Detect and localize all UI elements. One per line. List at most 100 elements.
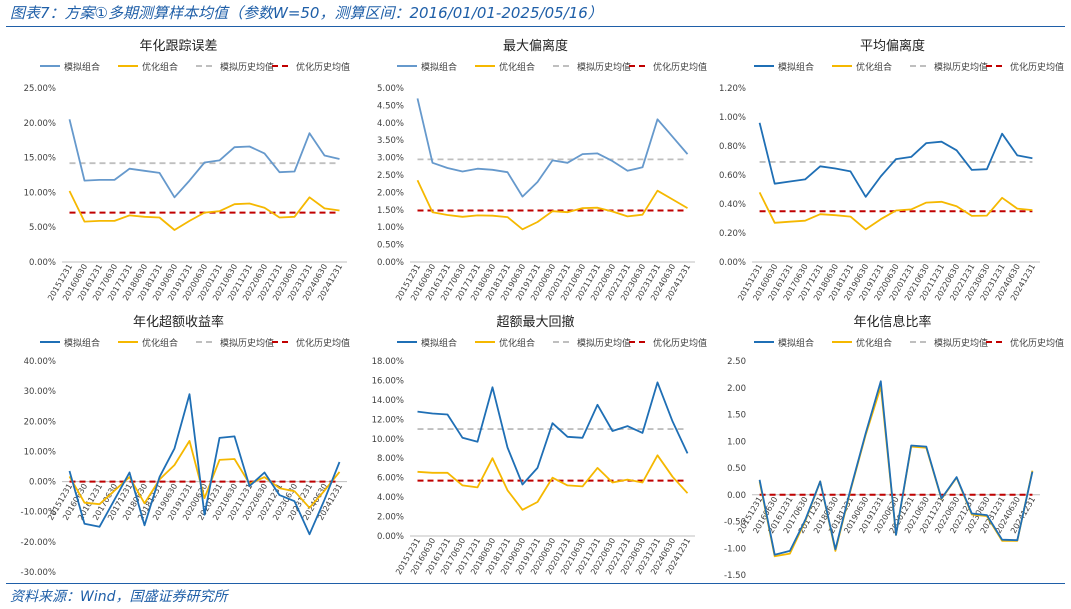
y-tick-label: 12.00% xyxy=(372,415,404,425)
y-tick-label: 10.00% xyxy=(24,447,56,457)
legend-label: 模拟历史均值 xyxy=(934,61,988,73)
legend-label: 优化组合 xyxy=(856,337,892,349)
legend-label: 模拟组合 xyxy=(64,337,100,349)
legend-label: 优化历史均值 xyxy=(653,337,707,349)
legend-label: 模拟组合 xyxy=(421,337,457,349)
legend-label: 模拟组合 xyxy=(421,61,457,73)
y-tick-label: 5.00% xyxy=(377,84,404,94)
legend-label: 优化历史均值 xyxy=(296,61,350,73)
y-tick-label: 0.00% xyxy=(29,258,56,268)
legend-label: 优化历史均值 xyxy=(653,61,707,73)
title-divider xyxy=(6,26,1065,27)
y-tick-label: 0.00% xyxy=(29,478,56,488)
legend-label: 优化组合 xyxy=(142,61,178,73)
y-tick-label: -30.00% xyxy=(21,568,56,578)
y-tick-label: 4.00% xyxy=(377,493,404,503)
y-tick-label: 16.00% xyxy=(372,376,404,386)
y-tick-label: 2.50% xyxy=(377,171,404,181)
y-tick-label: 4.50% xyxy=(377,101,404,111)
y-tick-label: 1.00 xyxy=(727,437,746,447)
legend-label: 模拟历史均值 xyxy=(220,337,274,349)
y-tick-label: 25.00% xyxy=(24,84,56,94)
y-tick-label: 10.00% xyxy=(24,188,56,198)
y-tick-label: 0.20% xyxy=(719,229,746,239)
y-tick-label: 40.00% xyxy=(24,357,56,367)
y-tick-label: 6.00% xyxy=(377,474,404,484)
y-tick-label: 1.50% xyxy=(377,206,404,216)
y-tick-label: 5.00% xyxy=(29,223,56,233)
legend-label: 模拟组合 xyxy=(64,61,100,73)
sim-series-line xyxy=(758,122,1033,198)
y-tick-label: 20.00% xyxy=(24,119,56,129)
legend-label: 模拟组合 xyxy=(778,337,814,349)
chart-title: 年化跟踪误差 xyxy=(139,39,217,54)
y-tick-label: 0.40% xyxy=(719,200,746,210)
sim-series-line xyxy=(68,119,340,199)
opt-series-line xyxy=(68,439,341,509)
y-tick-label: 1.00% xyxy=(719,113,746,123)
legend-label: 优化历史均值 xyxy=(1010,337,1064,349)
y-tick-label: 2.50 xyxy=(727,357,746,367)
y-tick-label: 20.00% xyxy=(24,417,56,427)
chart-title: 年化超额收益率 xyxy=(133,314,224,330)
y-tick-label: 8.00% xyxy=(377,454,404,464)
legend-label: 优化组合 xyxy=(499,61,535,73)
y-tick-label: 4.00% xyxy=(377,119,404,129)
sim-series-line xyxy=(416,98,689,198)
y-tick-label: 1.20% xyxy=(719,84,746,94)
sim-series-line xyxy=(68,393,341,536)
y-tick-label: -1.50 xyxy=(724,571,746,581)
y-tick-label: 1.50 xyxy=(727,411,746,421)
y-tick-label: 0.60% xyxy=(719,171,746,181)
y-tick-label: 2.00% xyxy=(377,513,404,523)
sim-series-line xyxy=(417,381,689,486)
footer-divider xyxy=(6,583,1065,584)
legend-label: 优化组合 xyxy=(856,61,892,73)
y-tick-label: -10.00% xyxy=(21,508,56,518)
y-tick-label: -0.50 xyxy=(724,518,746,528)
legend-label: 模拟历史均值 xyxy=(934,337,988,349)
y-tick-label: 2.00 xyxy=(727,384,746,394)
y-tick-label: 0.00% xyxy=(719,258,746,268)
legend-label: 模拟历史均值 xyxy=(220,61,274,73)
y-tick-label: 0.50% xyxy=(377,241,404,251)
y-tick-label: 18.00% xyxy=(372,357,404,367)
y-tick-label: 15.00% xyxy=(24,154,56,164)
legend-label: 优化历史均值 xyxy=(296,337,350,349)
y-tick-label: 0.00% xyxy=(377,258,404,268)
opt-series-line xyxy=(68,190,340,231)
legend-label: 模拟组合 xyxy=(778,61,814,73)
legend-label: 优化组合 xyxy=(499,337,535,349)
legend-label: 优化组合 xyxy=(142,337,178,349)
y-tick-label: 2.00% xyxy=(377,188,404,198)
sim-series-line xyxy=(758,380,1034,556)
figure-title: 图表7：方案①多期测算样本均值（参数W=50，测算区间：2016/01/01-2… xyxy=(10,4,603,22)
opt-series-line xyxy=(416,179,688,231)
y-tick-label: 0.50 xyxy=(727,464,746,474)
legend-label: 模拟历史均值 xyxy=(577,337,631,349)
legend-label: 优化历史均值 xyxy=(1010,61,1064,73)
chart-title: 年化信息比率 xyxy=(853,314,931,330)
y-tick-label: 0.00 xyxy=(727,491,746,501)
legend-label: 模拟历史均值 xyxy=(577,61,631,73)
y-tick-label: 3.50% xyxy=(377,136,404,146)
chart-title: 平均偏离度 xyxy=(860,38,925,54)
opt-series-line xyxy=(758,191,1033,231)
y-tick-label: 30.00% xyxy=(24,387,56,397)
chart-title: 最大偏离度 xyxy=(503,38,568,54)
y-tick-label: 0.80% xyxy=(719,142,746,152)
y-tick-label: 10.00% xyxy=(372,435,404,445)
y-tick-label: 1.00% xyxy=(377,223,404,233)
source-note: 资料来源：Wind，国盛证券研究所 xyxy=(10,589,228,605)
y-tick-label: -1.00 xyxy=(724,544,746,554)
opt-series-line xyxy=(417,454,689,511)
y-tick-label: -20.00% xyxy=(21,538,56,548)
chart-title: 超额最大回撤 xyxy=(496,314,574,330)
